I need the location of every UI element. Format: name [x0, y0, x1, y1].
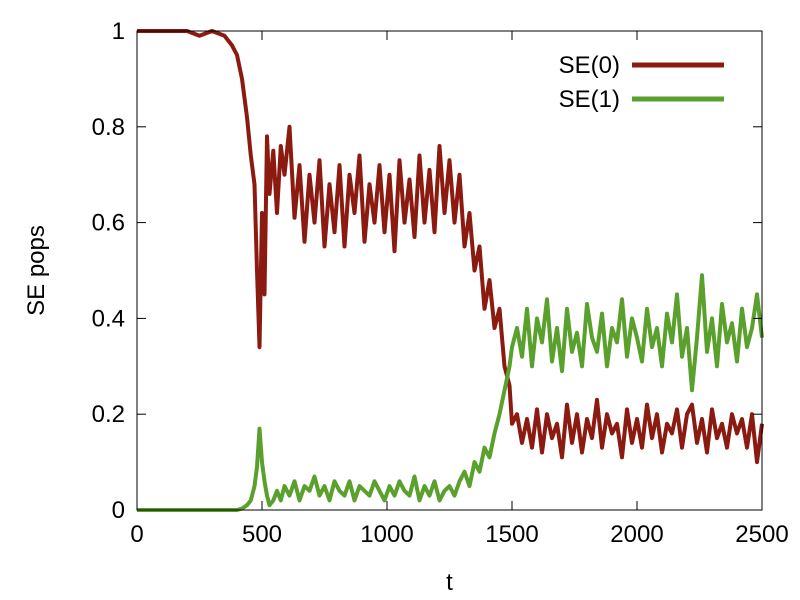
legend: SE(0) SE(1): [559, 52, 724, 113]
y-tick-label: 0.4: [92, 305, 125, 332]
legend-label-0: SE(0): [559, 52, 620, 79]
x-axis-label: t: [446, 569, 453, 596]
y-tick-label: 0: [112, 497, 125, 524]
legend-label-1: SE(1): [559, 86, 620, 113]
x-tick-label: 0: [130, 521, 143, 548]
series-line-1: [137, 273, 764, 512]
axis-ticks: 0 500 1000 1500 2000 2500 0 0.2 0.4 0.6 0.8 1: [92, 18, 789, 548]
x-tick-label: 1000: [360, 521, 413, 548]
y-axis-label: SE pops: [23, 225, 50, 316]
x-tick-label: 2000: [610, 521, 663, 548]
plot-frame: [136, 30, 763, 511]
series-line-0: [137, 29, 764, 465]
x-tick-label: 500: [242, 521, 282, 548]
series-layer: [137, 29, 764, 512]
y-tick-label: 1: [112, 18, 125, 45]
y-tick-label: 0.8: [92, 114, 125, 141]
y-tick-label: 0.6: [92, 210, 125, 237]
y-tick-label: 0.2: [92, 401, 125, 428]
x-tick-label: 1500: [485, 521, 538, 548]
x-tick-label: 2500: [735, 521, 788, 548]
